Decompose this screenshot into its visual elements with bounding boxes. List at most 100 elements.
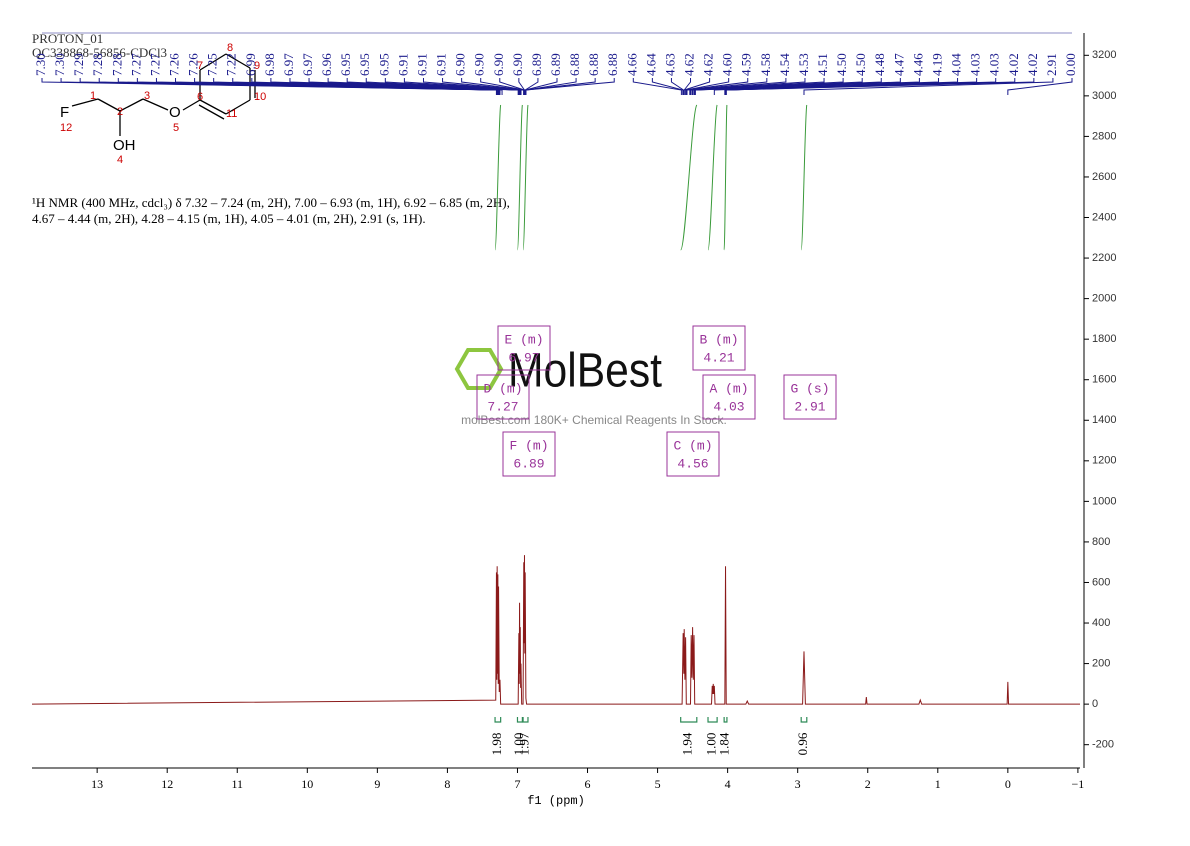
peak-label: 4.59	[739, 53, 754, 76]
peak-leader	[713, 78, 939, 95]
y-tick-label: 400	[1092, 617, 1110, 629]
peak-leader	[685, 78, 730, 95]
atom-number: 6	[197, 91, 203, 103]
peak-label: 4.58	[758, 53, 773, 76]
y-tick-label: 1200	[1092, 455, 1116, 467]
peak-label: 0.00	[1063, 53, 1078, 76]
multiplet-name: E (m)	[504, 332, 543, 347]
y-tick-label: 200	[1092, 657, 1110, 669]
integral-curve	[707, 104, 718, 251]
bond	[225, 99, 251, 115]
multiplet-shift: 6.89	[513, 456, 544, 471]
peak-label: 4.64	[643, 53, 658, 76]
x-tick-label: 8	[444, 777, 450, 791]
peak-label: 6.97	[281, 53, 296, 76]
peak-label: 7.28	[90, 53, 105, 76]
peak-label: 6.95	[376, 53, 391, 76]
bond	[142, 98, 169, 111]
multiplet-shift: 6.97	[508, 350, 539, 365]
peak-leader	[525, 78, 615, 95]
y-tick-label: 1800	[1092, 333, 1116, 345]
x-tick-label: 10	[301, 777, 313, 791]
peak-leader	[685, 78, 749, 95]
watermark: MolBest molBest.com 180K+ Chemical Reage…	[454, 345, 727, 427]
peak-label: 6.91	[395, 53, 410, 76]
peak-label: 7.26	[186, 53, 201, 76]
peak-label: 6.88	[586, 53, 601, 76]
multiplet-box	[692, 325, 746, 371]
peak-label: 4.50	[834, 53, 849, 76]
peak-label: 7.22	[224, 53, 239, 76]
x-tick-label: 7	[514, 777, 520, 791]
peak-leader	[686, 78, 768, 95]
atom-number: 4	[117, 154, 123, 166]
y-tick-label: 2200	[1092, 252, 1116, 264]
x-tick-label: 12	[161, 777, 173, 791]
atom-number: 7	[197, 60, 203, 72]
multiplet-shift: 4.56	[677, 456, 708, 471]
peak-label: 4.03	[968, 53, 983, 76]
peak-leader	[690, 78, 806, 95]
peak-label: 4.50	[853, 53, 868, 76]
x-tick-label: 2	[865, 777, 871, 791]
peak-label: 4.54	[777, 53, 792, 76]
x-tick-label: 5	[655, 777, 661, 791]
peak-label: 7.28	[109, 53, 124, 76]
y-tick-label: 3000	[1092, 90, 1116, 102]
multiplet-box	[702, 374, 756, 420]
integral-curve	[723, 104, 728, 251]
integral-label: 1.98	[489, 733, 504, 756]
integral-bracket	[680, 717, 698, 723]
x-tick-label: 3	[795, 777, 801, 791]
peak-leader	[524, 78, 558, 95]
peak-label: 4.62	[701, 53, 716, 76]
y-tick-label: -200	[1092, 739, 1114, 751]
integral-bracket	[723, 717, 728, 723]
multiplet-shift: 2.91	[794, 399, 825, 414]
peak-leader	[442, 78, 525, 95]
bond	[71, 98, 99, 107]
peak-label: 6.99	[243, 53, 258, 76]
integral-label: 1.00	[511, 733, 526, 756]
multiplet-box	[502, 431, 556, 477]
bond	[199, 53, 227, 71]
peak-label: 6.97	[300, 53, 315, 76]
watermark-logo	[454, 348, 504, 390]
peak-leader	[683, 78, 711, 95]
peak-label: 6.95	[338, 53, 353, 76]
y-tick-label: 1600	[1092, 374, 1116, 386]
peak-label: 4.62	[682, 53, 697, 76]
multiplet-name: F (m)	[509, 438, 548, 453]
x-tick-label: 11	[231, 777, 243, 791]
peak-label: 7.30	[52, 53, 67, 76]
x-axis-label: f1 (ppm)	[527, 794, 585, 808]
multiplet-shift: 4.21	[703, 350, 734, 365]
y-tick-label: 2800	[1092, 130, 1116, 142]
peak-leader	[725, 78, 1035, 95]
atom: O	[169, 104, 181, 121]
multiplet-box	[476, 374, 530, 420]
atom-number: 1	[90, 90, 96, 102]
multiplet-name: C (m)	[673, 438, 712, 453]
peak-label: 7.27	[147, 53, 162, 76]
peak-label: 4.53	[796, 53, 811, 76]
atom-number: 8	[227, 42, 233, 54]
x-tick-label: 9	[374, 777, 380, 791]
y-tick-label: 2600	[1092, 171, 1116, 183]
multiplet-name: D (m)	[483, 381, 522, 396]
peak-label: 4.51	[815, 53, 830, 76]
peak-label: 2.91	[1044, 53, 1059, 76]
x-tick-label: −1	[1072, 777, 1085, 791]
atom-number: 10	[254, 91, 266, 103]
atom-number: 3	[144, 90, 150, 102]
integral-curve	[522, 104, 529, 251]
description-line: 4.67 – 4.44 (m, 2H), 4.28 – 4.15 (m, 1H)…	[32, 211, 426, 226]
peak-leader	[691, 78, 825, 95]
peak-label: 6.91	[434, 53, 449, 76]
peak-label: 4.03	[987, 53, 1002, 76]
header-line: PROTON_01	[32, 31, 103, 46]
peak-label: 7.29	[71, 53, 86, 76]
integral-bracket	[522, 717, 529, 723]
multiplet-shift: 4.03	[713, 399, 744, 414]
